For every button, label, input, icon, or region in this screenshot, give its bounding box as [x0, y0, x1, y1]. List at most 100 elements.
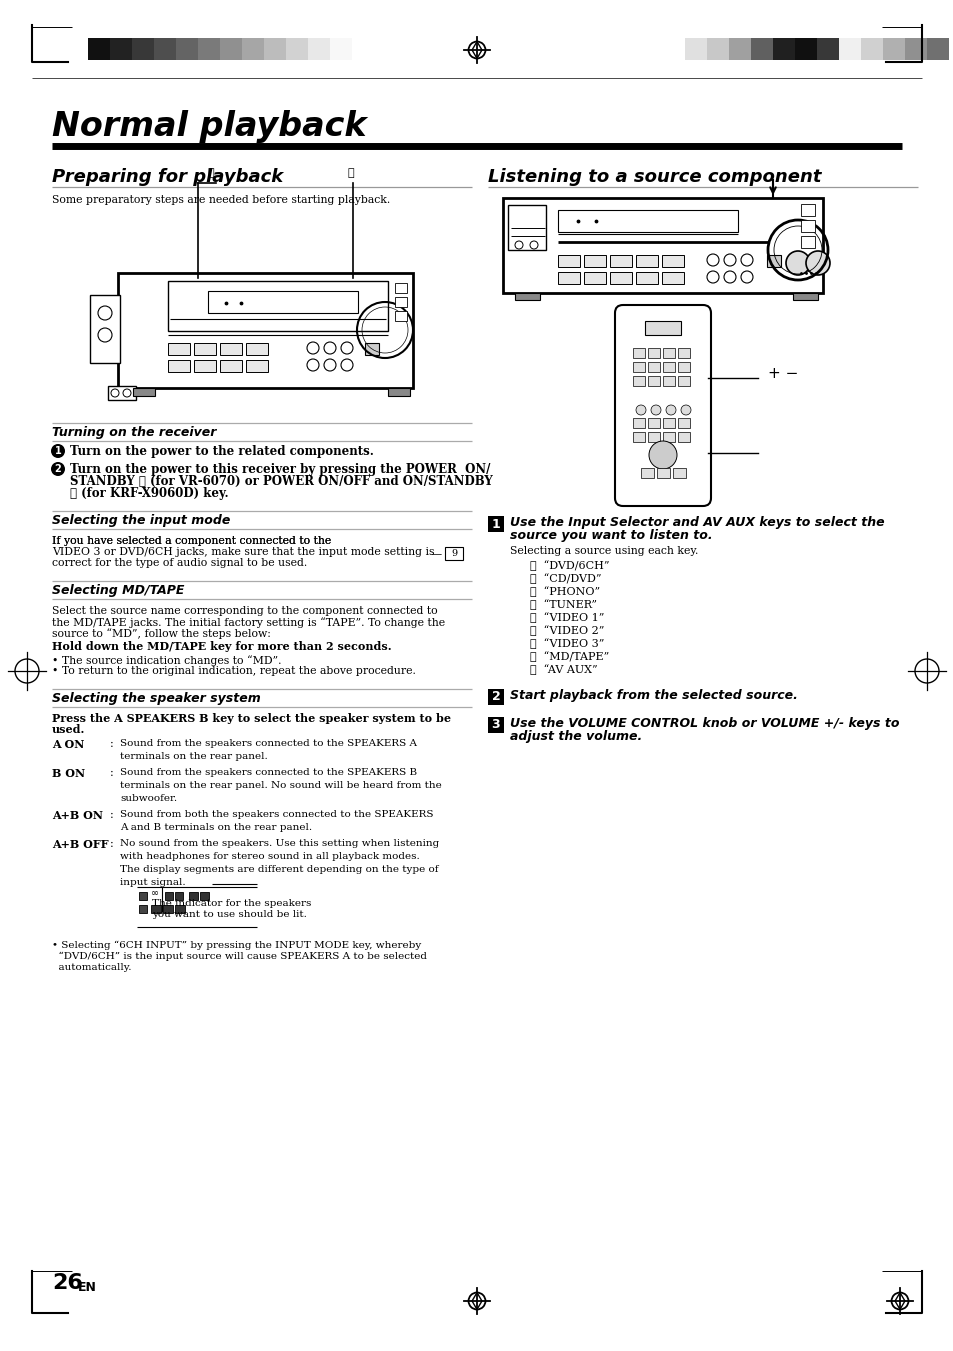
Text: Use the VOLUME CONTROL knob or VOLUME +/- keys to: Use the VOLUME CONTROL knob or VOLUME +/… [510, 717, 899, 730]
Bar [395, 311, 407, 322]
Bar [108, 386, 136, 400]
Bar [151, 905, 161, 913]
Text: ③  “PHONO”: ③ “PHONO” [530, 586, 599, 597]
Text: A+B OFF: A+B OFF [52, 839, 109, 850]
Text: A and B terminals on the rear panel.: A and B terminals on the rear panel. [120, 823, 312, 832]
Text: :: : [110, 839, 113, 848]
Bar [153, 38, 175, 59]
Text: Selecting a source using each key.: Selecting a source using each key. [510, 546, 698, 557]
Text: terminals on the rear panel.: terminals on the rear panel. [120, 753, 268, 761]
Text: Sound from the speakers connected to the SPEAKERS A: Sound from the speakers connected to the… [120, 739, 416, 748]
Bar [242, 38, 264, 59]
Bar [488, 689, 503, 705]
Text: 3: 3 [491, 719, 499, 731]
Bar [678, 349, 689, 358]
Circle shape [680, 405, 690, 415]
Bar [558, 272, 579, 284]
Text: with headphones for stereo sound in all playback modes.: with headphones for stereo sound in all … [120, 852, 419, 861]
Bar [661, 272, 683, 284]
Bar [792, 293, 817, 300]
Text: The display segments are different depending on the type of: The display segments are different depen… [120, 865, 438, 874]
Bar [662, 362, 675, 372]
Text: —: — [431, 549, 441, 559]
Bar [175, 38, 198, 59]
Bar [672, 467, 685, 478]
Text: ②  “CD/DVD”: ② “CD/DVD” [530, 573, 601, 584]
Bar [174, 892, 183, 900]
Text: Normal playback: Normal playback [52, 109, 366, 143]
Bar [132, 38, 153, 59]
Text: Some preparatory steps are needed before starting playback.: Some preparatory steps are needed before… [52, 195, 390, 205]
Text: The indicator for the speakers: The indicator for the speakers [152, 898, 311, 908]
Bar [647, 376, 659, 386]
Text: 2: 2 [491, 690, 500, 704]
Bar [90, 295, 120, 363]
Circle shape [650, 405, 660, 415]
Bar [246, 359, 268, 372]
Bar [330, 38, 352, 59]
Text: :: : [110, 811, 113, 820]
Bar [168, 343, 190, 355]
Bar [662, 376, 675, 386]
Bar [636, 255, 658, 267]
Text: ⑥  “VIDEO 2”: ⑥ “VIDEO 2” [530, 626, 604, 636]
Bar [772, 38, 794, 59]
Circle shape [805, 251, 829, 276]
Circle shape [636, 405, 645, 415]
Bar [801, 236, 814, 249]
Bar [163, 905, 172, 913]
Text: “DVD/6CH” is the input source will cause SPEAKERS A to be selected: “DVD/6CH” is the input source will cause… [52, 952, 427, 962]
Bar [816, 38, 838, 59]
Text: terminals on the rear panel. No sound will be heard from the: terminals on the rear panel. No sound wi… [120, 781, 441, 790]
Bar [583, 255, 605, 267]
Text: STANDBY ⎇ (for VR-6070) or POWER ON/OFF and ON/STANDBY: STANDBY ⎇ (for VR-6070) or POWER ON/OFF … [70, 476, 493, 488]
Circle shape [665, 405, 676, 415]
Text: Turning on the receiver: Turning on the receiver [52, 426, 216, 439]
Bar [657, 467, 669, 478]
Bar [647, 349, 659, 358]
Bar [139, 905, 147, 913]
Bar [861, 38, 882, 59]
Text: Turn on the power to the related components.: Turn on the power to the related compone… [70, 444, 374, 458]
Bar [647, 432, 659, 442]
Bar [926, 38, 948, 59]
Text: Sound from the speakers connected to the SPEAKERS B: Sound from the speakers connected to the… [120, 767, 416, 777]
Text: Selecting the input mode: Selecting the input mode [52, 513, 230, 527]
Bar [801, 204, 814, 216]
Text: 1: 1 [491, 517, 500, 531]
Text: Start playback from the selected source.: Start playback from the selected source. [510, 689, 797, 703]
Text: Sound from both the speakers connected to the SPEAKERS: Sound from both the speakers connected t… [120, 811, 433, 819]
Text: subwoofer.: subwoofer. [120, 794, 177, 802]
Bar [388, 388, 410, 396]
Bar [684, 38, 706, 59]
Text: • Selecting “6CH INPUT” by pressing the INPUT MODE key, whereby: • Selecting “6CH INPUT” by pressing the … [52, 942, 421, 950]
Bar [662, 417, 675, 428]
Text: :: : [110, 739, 113, 748]
Text: :: : [110, 767, 113, 778]
Text: source to “MD”, follow the steps below:: source to “MD”, follow the steps below: [52, 628, 271, 639]
Text: Selecting MD/TAPE: Selecting MD/TAPE [52, 584, 184, 597]
Bar [801, 220, 814, 232]
Text: ⑤  “VIDEO 1”: ⑤ “VIDEO 1” [530, 612, 604, 623]
Bar [794, 38, 816, 59]
Text: the MD/TAPE jacks. The initial factory setting is “TAPE”. To change the: the MD/TAPE jacks. The initial factory s… [52, 617, 445, 628]
Bar [609, 255, 631, 267]
Bar [308, 38, 330, 59]
Text: ⑨  “AV AUX”: ⑨ “AV AUX” [530, 663, 597, 674]
Text: adjust the volume.: adjust the volume. [510, 730, 641, 743]
Bar [198, 38, 220, 59]
Bar [515, 293, 539, 300]
Text: ④  “TUNER”: ④ “TUNER” [530, 598, 597, 609]
Bar [678, 417, 689, 428]
Bar [661, 255, 683, 267]
Bar [488, 516, 503, 532]
Bar [583, 272, 605, 284]
Text: 1: 1 [54, 446, 61, 457]
Bar [678, 376, 689, 386]
Text: used.: used. [52, 724, 85, 735]
Bar [633, 417, 644, 428]
Text: B ON: B ON [52, 767, 85, 780]
Bar [609, 272, 631, 284]
Bar [395, 282, 407, 293]
Text: Use the Input Selector and AV AUX keys to select the: Use the Input Selector and AV AUX keys t… [510, 516, 883, 530]
